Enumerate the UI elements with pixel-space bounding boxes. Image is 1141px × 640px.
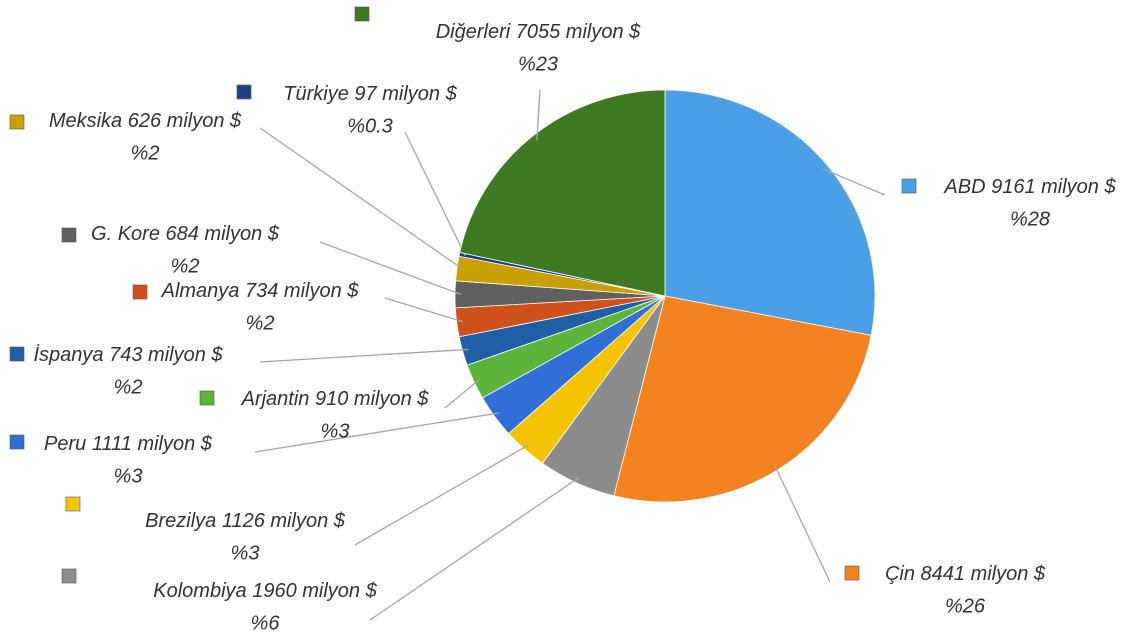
- pie-slice: [664, 89, 876, 336]
- category-name: Diğerleri: [436, 21, 511, 43]
- data-label: İspanya 743 milyon $: [33, 344, 223, 366]
- leader-line: [384, 297, 463, 323]
- data-label: Arjantin 910 milyon $: [241, 388, 430, 410]
- leader-line: [354, 444, 530, 546]
- category-name: İspanya: [33, 344, 103, 366]
- percent-label: %0.3: [347, 115, 393, 137]
- pie-slice: [459, 89, 666, 297]
- value-label: 1126 milyon $: [222, 510, 346, 532]
- percent-label: %2: [131, 142, 160, 164]
- value-label: 97 milyon $: [354, 83, 457, 105]
- leader-line: [822, 168, 886, 196]
- legend-swatch: [65, 496, 81, 512]
- percent-label: %2: [114, 376, 143, 398]
- percent-label: %3: [114, 465, 143, 487]
- percent-label: %26: [945, 595, 986, 617]
- data-label: Brezilya 1126 milyon $: [145, 510, 346, 532]
- data-label: ABD 9161 milyon $: [943, 176, 1116, 198]
- value-label: 9161 milyon $: [991, 176, 1116, 198]
- category-name: Almanya: [161, 280, 240, 302]
- leader-line: [444, 378, 480, 409]
- data-label: Peru 1111 milyon $: [44, 433, 213, 455]
- value-label: 7055 milyon $: [516, 21, 641, 43]
- category-name: Brezilya: [145, 510, 216, 532]
- legend-swatch: [901, 178, 917, 194]
- legend-swatch: [9, 346, 25, 362]
- leader-line: [254, 412, 500, 453]
- percent-label: %28: [1010, 208, 1050, 230]
- data-label: G. Kore 684 milyon $: [91, 223, 280, 245]
- category-name: Kolombiya: [153, 580, 246, 602]
- legend-swatch: [61, 568, 77, 584]
- data-label: Türkiye 97 milyon $: [283, 83, 457, 105]
- leader-line: [369, 476, 580, 621]
- value-label: 626 milyon $: [128, 110, 242, 132]
- data-label: Kolombiya 1960 milyon $: [153, 580, 377, 602]
- category-name: Arjantin: [241, 388, 310, 410]
- legend-swatch: [354, 6, 370, 22]
- percent-label: %23: [518, 53, 558, 75]
- data-label: Diğerleri 7055 milyon $: [436, 21, 641, 43]
- value-label: 684 milyon $: [166, 223, 280, 245]
- leader-line: [404, 131, 466, 256]
- legend-swatch: [199, 390, 215, 406]
- data-label: Meksika 626 milyon $: [49, 110, 242, 132]
- leader-line: [773, 464, 831, 583]
- category-name: Çin: [885, 563, 915, 585]
- percent-label: %3: [321, 420, 350, 442]
- leader-line: [536, 89, 541, 141]
- value-label: 734 milyon $: [245, 280, 359, 302]
- percent-label: %2: [171, 255, 200, 277]
- data-label: Almanya 734 milyon $: [161, 280, 360, 302]
- legend-swatch: [132, 284, 148, 300]
- category-name: Meksika: [49, 110, 122, 132]
- legend-swatch: [9, 434, 25, 450]
- leader-line: [259, 348, 469, 363]
- legend-swatch: [61, 227, 77, 243]
- leader-line: [259, 127, 464, 270]
- category-name: G. Kore: [91, 223, 160, 245]
- category-name: Peru: [44, 433, 86, 455]
- legend-swatch: [236, 84, 252, 100]
- value-label: 910 milyon $: [315, 388, 429, 410]
- percent-label: %2: [246, 312, 275, 334]
- category-name: ABD: [943, 176, 985, 198]
- leader-line: [319, 241, 462, 295]
- legend-swatch: [844, 565, 860, 581]
- value-label: 1960 milyon $: [252, 580, 377, 602]
- percent-label: %3: [231, 542, 260, 564]
- value-label: 743 milyon $: [109, 344, 223, 366]
- value-label: 1111 milyon $: [92, 433, 213, 455]
- pie-slice: [613, 295, 872, 503]
- category-name: Türkiye: [283, 83, 349, 105]
- value-label: 8441 milyon $: [921, 563, 1046, 585]
- percent-label: %6: [251, 612, 281, 634]
- data-label: Çin 8441 milyon $: [885, 563, 1046, 585]
- legend-swatch: [9, 114, 25, 130]
